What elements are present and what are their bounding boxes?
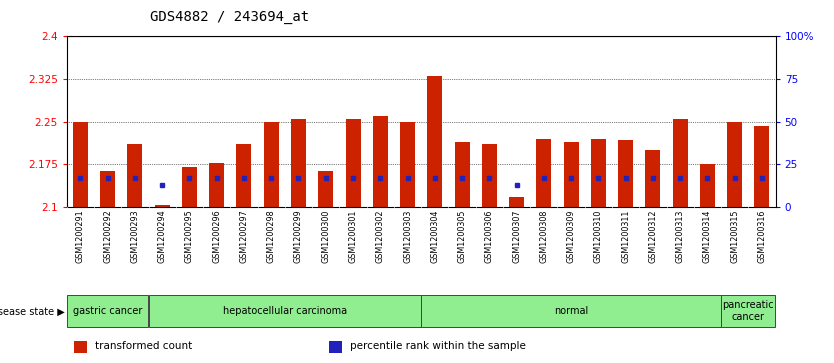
Bar	[100, 171, 115, 207]
Bar	[264, 122, 279, 207]
Text: GDS4882 / 243694_at: GDS4882 / 243694_at	[150, 9, 309, 24]
Bar	[509, 197, 524, 207]
Text: gastric cancer: gastric cancer	[73, 306, 143, 316]
Text: GSM1200316: GSM1200316	[757, 209, 766, 263]
Bar	[373, 116, 388, 207]
Text: GSM1200301: GSM1200301	[349, 209, 358, 263]
FancyBboxPatch shape	[421, 295, 721, 327]
Bar	[646, 150, 661, 207]
Bar	[128, 144, 143, 207]
Text: GSM1200292: GSM1200292	[103, 209, 112, 263]
Text: transformed count: transformed count	[95, 341, 193, 351]
Text: pancreatic
cancer: pancreatic cancer	[722, 301, 774, 322]
Text: percentile rank within the sample: percentile rank within the sample	[350, 341, 526, 351]
Text: GSM1200297: GSM1200297	[239, 209, 249, 263]
Bar	[700, 164, 715, 207]
Bar	[482, 144, 497, 207]
Bar	[564, 142, 579, 207]
Text: normal: normal	[554, 306, 588, 316]
Text: disease state ▶: disease state ▶	[0, 306, 65, 316]
Bar	[73, 122, 88, 207]
Text: GSM1200308: GSM1200308	[540, 209, 549, 263]
Text: GSM1200311: GSM1200311	[621, 209, 631, 263]
Text: GSM1200307: GSM1200307	[512, 209, 521, 263]
Bar	[291, 119, 306, 207]
Text: GSM1200314: GSM1200314	[703, 209, 712, 263]
Text: GSM1200303: GSM1200303	[403, 209, 412, 263]
Text: GSM1200315: GSM1200315	[731, 209, 739, 263]
Text: GSM1200294: GSM1200294	[158, 209, 167, 263]
Bar	[591, 139, 605, 207]
Text: GSM1200313: GSM1200313	[676, 209, 685, 263]
Bar	[400, 122, 415, 207]
Bar	[427, 76, 442, 207]
Text: GSM1200296: GSM1200296	[212, 209, 221, 263]
Bar	[673, 119, 688, 207]
Bar	[455, 142, 470, 207]
Text: GSM1200302: GSM1200302	[376, 209, 384, 263]
Bar	[209, 163, 224, 207]
Text: GSM1200304: GSM1200304	[430, 209, 440, 263]
Text: GSM1200293: GSM1200293	[130, 209, 139, 263]
FancyBboxPatch shape	[721, 295, 776, 327]
Bar	[755, 126, 770, 207]
Bar	[154, 205, 169, 207]
Bar	[727, 122, 742, 207]
Text: GSM1200300: GSM1200300	[321, 209, 330, 263]
Bar	[237, 144, 251, 207]
Text: GSM1200298: GSM1200298	[267, 209, 276, 263]
Bar	[73, 340, 87, 353]
Bar	[536, 139, 551, 207]
Text: GSM1200310: GSM1200310	[594, 209, 603, 263]
Text: GSM1200306: GSM1200306	[485, 209, 494, 263]
Text: GSM1200309: GSM1200309	[566, 209, 575, 263]
Text: hepatocellular carcinoma: hepatocellular carcinoma	[223, 306, 347, 316]
Bar	[182, 167, 197, 207]
Bar	[329, 340, 342, 353]
Bar	[319, 171, 334, 207]
FancyBboxPatch shape	[148, 295, 421, 327]
Text: GSM1200305: GSM1200305	[458, 209, 466, 263]
Text: GSM1200295: GSM1200295	[185, 209, 194, 263]
Text: GSM1200312: GSM1200312	[648, 209, 657, 263]
Text: GSM1200291: GSM1200291	[76, 209, 85, 263]
Text: GSM1200299: GSM1200299	[294, 209, 303, 263]
FancyBboxPatch shape	[67, 295, 148, 327]
Bar	[345, 119, 360, 207]
Bar	[618, 140, 633, 207]
